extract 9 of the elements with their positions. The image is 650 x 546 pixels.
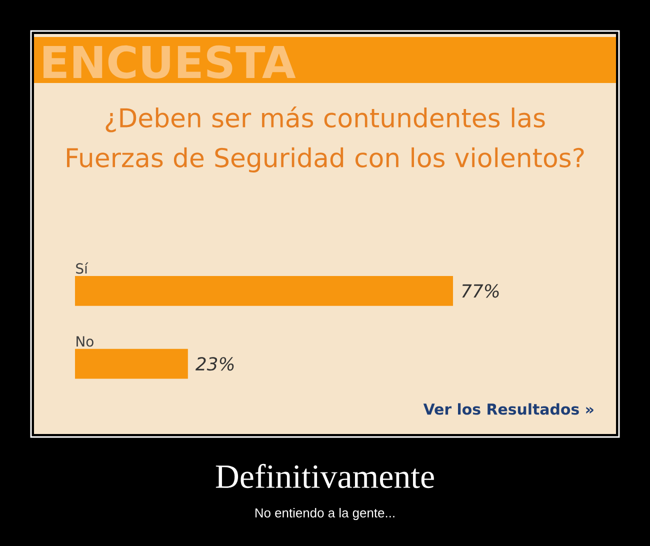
text: ENCUESTA [44,45,296,79]
text: Ver los Resultados » [423,403,594,415]
y-tick-label: No [76,336,94,347]
data-label: 23% [195,357,234,371]
text: No entiendo a la gente... [256,508,394,520]
y-tick-label: Sí [76,262,88,274]
chart-title: ¿Deben ser más contundentes las Fuerzas de Seguridad con los violentos? [67,106,584,172]
text: Definitivamente [216,464,434,488]
data-label: 77% [462,284,499,298]
